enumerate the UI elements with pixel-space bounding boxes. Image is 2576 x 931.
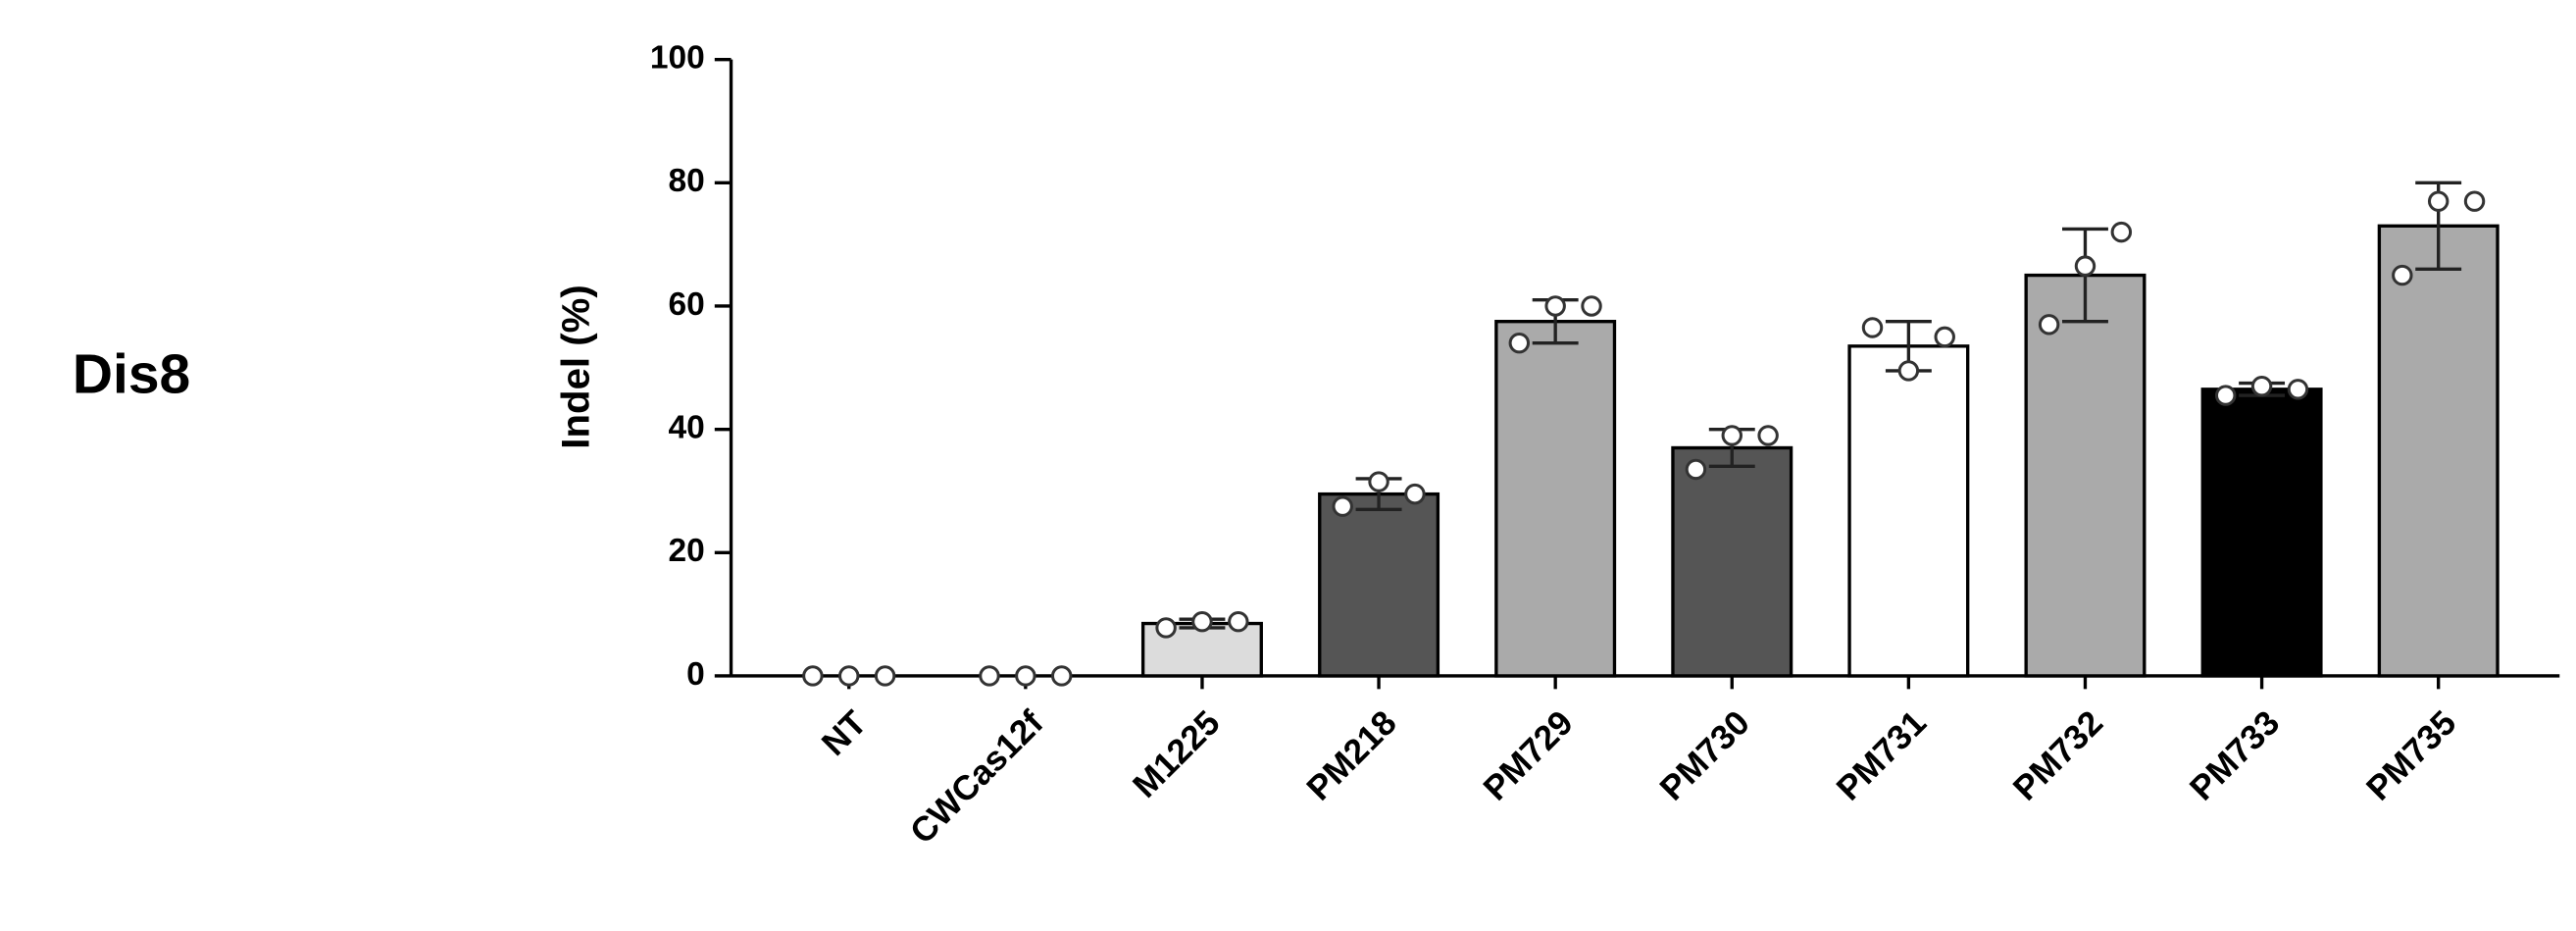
y-tick-label: 0 [686, 656, 705, 693]
y-tick-label: 60 [668, 286, 704, 323]
x-tick-label: NT [815, 703, 875, 763]
y-axis-label: Indel (%) [553, 284, 597, 448]
bar [2026, 276, 2145, 676]
x-tick-label: PM730 [1653, 703, 1757, 807]
panel-label: Dis8 [73, 343, 190, 406]
data-point [1936, 328, 1953, 345]
data-point [1687, 460, 1704, 478]
data-point [2465, 192, 2483, 210]
data-point [1157, 619, 1175, 637]
y-tick-label: 20 [668, 533, 704, 569]
data-point [876, 667, 893, 685]
data-point [1546, 297, 1564, 315]
y-tick-label: 100 [650, 40, 705, 77]
x-tick-label: PM218 [1299, 703, 1403, 807]
x-tick-label: PM735 [2359, 703, 2463, 807]
y-tick-label: 80 [668, 163, 704, 199]
data-point [1583, 297, 1600, 315]
data-point [2040, 316, 2057, 334]
data-point [1863, 319, 1881, 336]
x-tick-label: PM733 [2183, 703, 2287, 807]
data-point [1723, 427, 1741, 444]
data-point [2252, 377, 2270, 394]
x-tick-label: PM731 [1830, 703, 1934, 807]
data-point [1193, 612, 1211, 630]
data-point [1899, 362, 1917, 380]
data-point [1053, 667, 1071, 685]
data-point [2429, 192, 2447, 210]
data-point [2112, 223, 2130, 240]
x-tick-label: CWCas12f [903, 703, 1051, 852]
data-point [2076, 257, 2094, 275]
data-point [2217, 387, 2235, 404]
bar [1320, 494, 1439, 676]
x-tick-label: M1225 [1126, 703, 1228, 805]
data-point [1230, 612, 1247, 630]
bar [1496, 322, 1615, 676]
data-point [1334, 497, 1351, 515]
y-tick-label: 40 [668, 409, 704, 445]
x-tick-label: PM732 [2006, 703, 2110, 807]
data-point [1759, 427, 1777, 444]
data-point [981, 667, 998, 685]
data-point [1406, 485, 1424, 502]
data-point [840, 667, 858, 685]
bar [2202, 389, 2321, 676]
data-point [1510, 334, 1528, 351]
bar [1849, 346, 1968, 676]
bar [2379, 226, 2498, 676]
bar [1673, 447, 1792, 675]
data-point [2394, 266, 2411, 284]
x-tick-label: PM729 [1476, 703, 1580, 807]
data-point [2289, 381, 2306, 398]
data-point [1370, 473, 1388, 491]
data-point [804, 667, 822, 685]
data-point [1017, 667, 1035, 685]
